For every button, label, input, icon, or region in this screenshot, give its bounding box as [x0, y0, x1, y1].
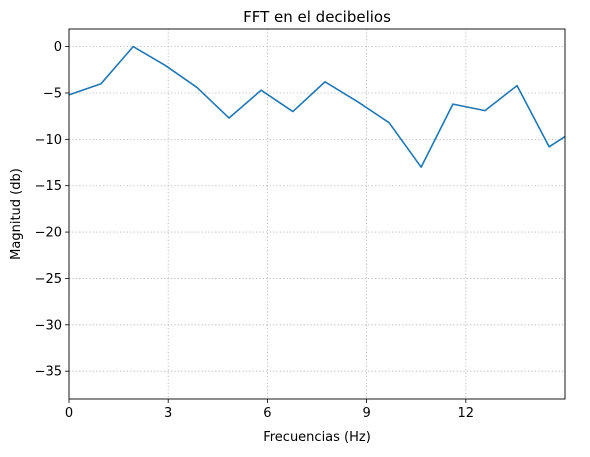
y-tick-label: −30	[35, 318, 62, 333]
y-tick-label: −35	[35, 365, 62, 380]
y-tick-label: −20	[35, 226, 62, 241]
series-layer	[69, 47, 565, 168]
x-tick-label: 6	[263, 406, 271, 421]
y-tick-label: 0	[54, 40, 62, 55]
y-axis-label: Magnitud (db)	[9, 168, 24, 260]
y-tick-label: −10	[35, 133, 62, 148]
chart-title: FFT en el decibelios	[243, 8, 391, 26]
grid-lines	[69, 29, 565, 399]
series-line	[69, 47, 565, 168]
x-tick-label: 12	[458, 406, 475, 421]
x-tick-label: 9	[362, 406, 370, 421]
plot-area-frame	[69, 29, 565, 399]
x-tick-label: 3	[164, 406, 172, 421]
x-axis-label: Frecuencias (Hz)	[263, 430, 371, 445]
y-tick-label: −15	[35, 179, 62, 194]
x-tick-label: 0	[65, 406, 73, 421]
y-tick-label: −25	[35, 272, 62, 287]
y-tick-label: −5	[43, 86, 62, 101]
axis-ticks: 0 3 6 9 12 0 −5 −10 −15 −20 −25 −30 −35	[35, 40, 475, 421]
